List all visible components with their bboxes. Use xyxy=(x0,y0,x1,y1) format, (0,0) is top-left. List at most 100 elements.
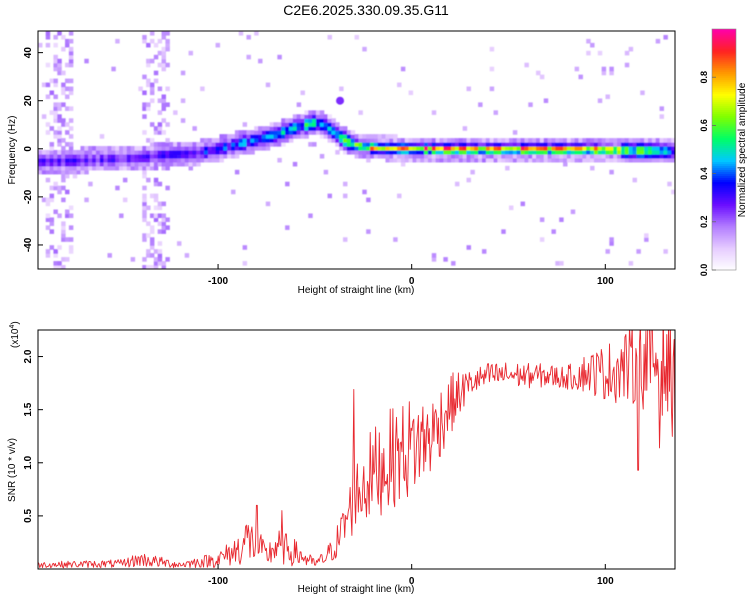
spectrogram-cell xyxy=(258,142,263,147)
spectrogram-cell xyxy=(296,118,302,123)
spectrogram-cell xyxy=(188,165,194,171)
spectrogram-cell xyxy=(149,229,155,234)
spectrogram-cell xyxy=(61,233,66,238)
spectrogram-cell xyxy=(61,165,66,171)
spectrogram-cell xyxy=(227,134,232,139)
spectrogram-cell xyxy=(65,157,70,163)
spectrogram-cell xyxy=(447,150,452,155)
colorbar-swatch xyxy=(712,87,736,90)
spectrogram-cell xyxy=(61,146,66,151)
spectrogram-cell xyxy=(196,157,201,163)
spectrogram-cell xyxy=(617,146,622,151)
spectrogram-cell xyxy=(122,197,128,203)
spectrogram-cell xyxy=(393,138,398,143)
spectrogram-cell xyxy=(644,233,649,238)
spectrogram-cell xyxy=(99,157,105,163)
spectrogram-cell xyxy=(671,157,675,163)
spectrogram-cell xyxy=(435,146,441,151)
spectrogram-cell xyxy=(659,153,665,159)
spectrogram-cell xyxy=(551,138,556,143)
spectrogram-cell xyxy=(169,146,174,151)
spectrogram-cell xyxy=(304,134,309,139)
spectrogram-cell xyxy=(265,146,271,151)
spectrogram-cell xyxy=(543,153,549,159)
spectrogram-cell xyxy=(146,165,151,171)
spectrogram-cell xyxy=(288,138,294,143)
spectrogram-cell xyxy=(671,153,675,159)
spectrogram-cell xyxy=(88,153,93,159)
spectrogram-cell xyxy=(149,165,155,171)
spectrogram-cell xyxy=(470,169,475,175)
spectrogram-cell xyxy=(45,130,51,135)
spectrogram-cell xyxy=(578,146,583,151)
spectrogram-cell xyxy=(215,42,221,48)
spectrogram-cell xyxy=(61,150,66,155)
spectrogram-cell xyxy=(323,122,329,127)
spectrogram-cell xyxy=(122,157,128,163)
spectrogram-cell xyxy=(192,153,197,159)
spectrogram-cell xyxy=(88,150,93,155)
spectrogram-cell xyxy=(628,138,634,143)
spectrogram-cell xyxy=(65,62,70,68)
spectrogram-cell xyxy=(613,157,618,163)
spectrogram-cell xyxy=(304,122,309,127)
spectrogram-cell xyxy=(65,106,70,111)
spectrogram-cell xyxy=(312,118,317,123)
spectrogram-cell xyxy=(586,38,591,44)
spectrogram-cell xyxy=(261,134,267,139)
spectrogram-cell xyxy=(165,161,170,167)
spectrogram-cell xyxy=(628,142,634,147)
spectrogram-cell xyxy=(61,185,66,191)
spectrogram-cell xyxy=(76,161,82,167)
spectrogram-cell xyxy=(72,169,78,175)
spectrogram-cell xyxy=(547,150,553,155)
spectrogram-cell xyxy=(393,150,398,155)
spectrogram-cell xyxy=(161,34,166,40)
spectrogram-cell xyxy=(45,201,51,207)
spectrogram-cell xyxy=(315,126,321,131)
spectrogram-cell xyxy=(331,126,336,131)
spectrogram-cell xyxy=(57,150,62,155)
spectrogram-cell xyxy=(651,142,657,147)
spectrogram-cell xyxy=(319,153,325,159)
colorbar-swatch xyxy=(712,251,736,255)
spectrogram-cell xyxy=(61,102,66,107)
spectrogram-cell xyxy=(211,142,217,147)
colorbar-swatch xyxy=(712,187,736,191)
spectrogram-cell xyxy=(609,153,614,159)
spectrogram-cell xyxy=(65,142,70,147)
spectrogram-cell xyxy=(142,257,147,262)
spectrogram-cell xyxy=(466,153,471,159)
spectrogram-cell xyxy=(617,157,622,163)
spectrogram-cell xyxy=(134,150,139,155)
spectrogram-cell xyxy=(315,110,321,115)
spectrogram-cell xyxy=(385,150,390,155)
spectrogram-cell xyxy=(45,34,51,40)
spectrogram-cell xyxy=(536,138,541,143)
spectrogram-cell xyxy=(462,153,468,159)
spectrogram-cell xyxy=(524,157,529,163)
spectrogram-cell xyxy=(157,157,163,163)
spectrogram-cell xyxy=(578,153,583,159)
spectrogram-cell xyxy=(315,114,321,119)
colorbar-swatch xyxy=(712,197,736,201)
spectrogram-cell xyxy=(389,153,394,159)
spectrogram-cell xyxy=(397,146,402,151)
spectrogram-cell xyxy=(539,237,545,242)
spectrogram-cell xyxy=(466,150,471,155)
spectrogram-cell xyxy=(346,142,352,147)
spectrogram-cell xyxy=(238,130,244,135)
spectrogram-cell xyxy=(265,201,271,207)
spectrogram-cell xyxy=(605,142,610,147)
spectrogram-cell xyxy=(231,153,236,159)
colorbar-swatch xyxy=(712,95,736,98)
spectrogram-cell xyxy=(640,146,645,151)
spectrogram-cell xyxy=(180,142,186,147)
spectrogram-cell xyxy=(393,153,398,159)
spectrogram-cell xyxy=(393,134,398,139)
spectrogram-cell xyxy=(647,150,653,155)
spectrogram-cell xyxy=(651,153,657,159)
spectrogram-cell xyxy=(593,150,599,155)
spectrogram-cell xyxy=(385,134,390,139)
spectrogram-cell xyxy=(92,157,97,163)
